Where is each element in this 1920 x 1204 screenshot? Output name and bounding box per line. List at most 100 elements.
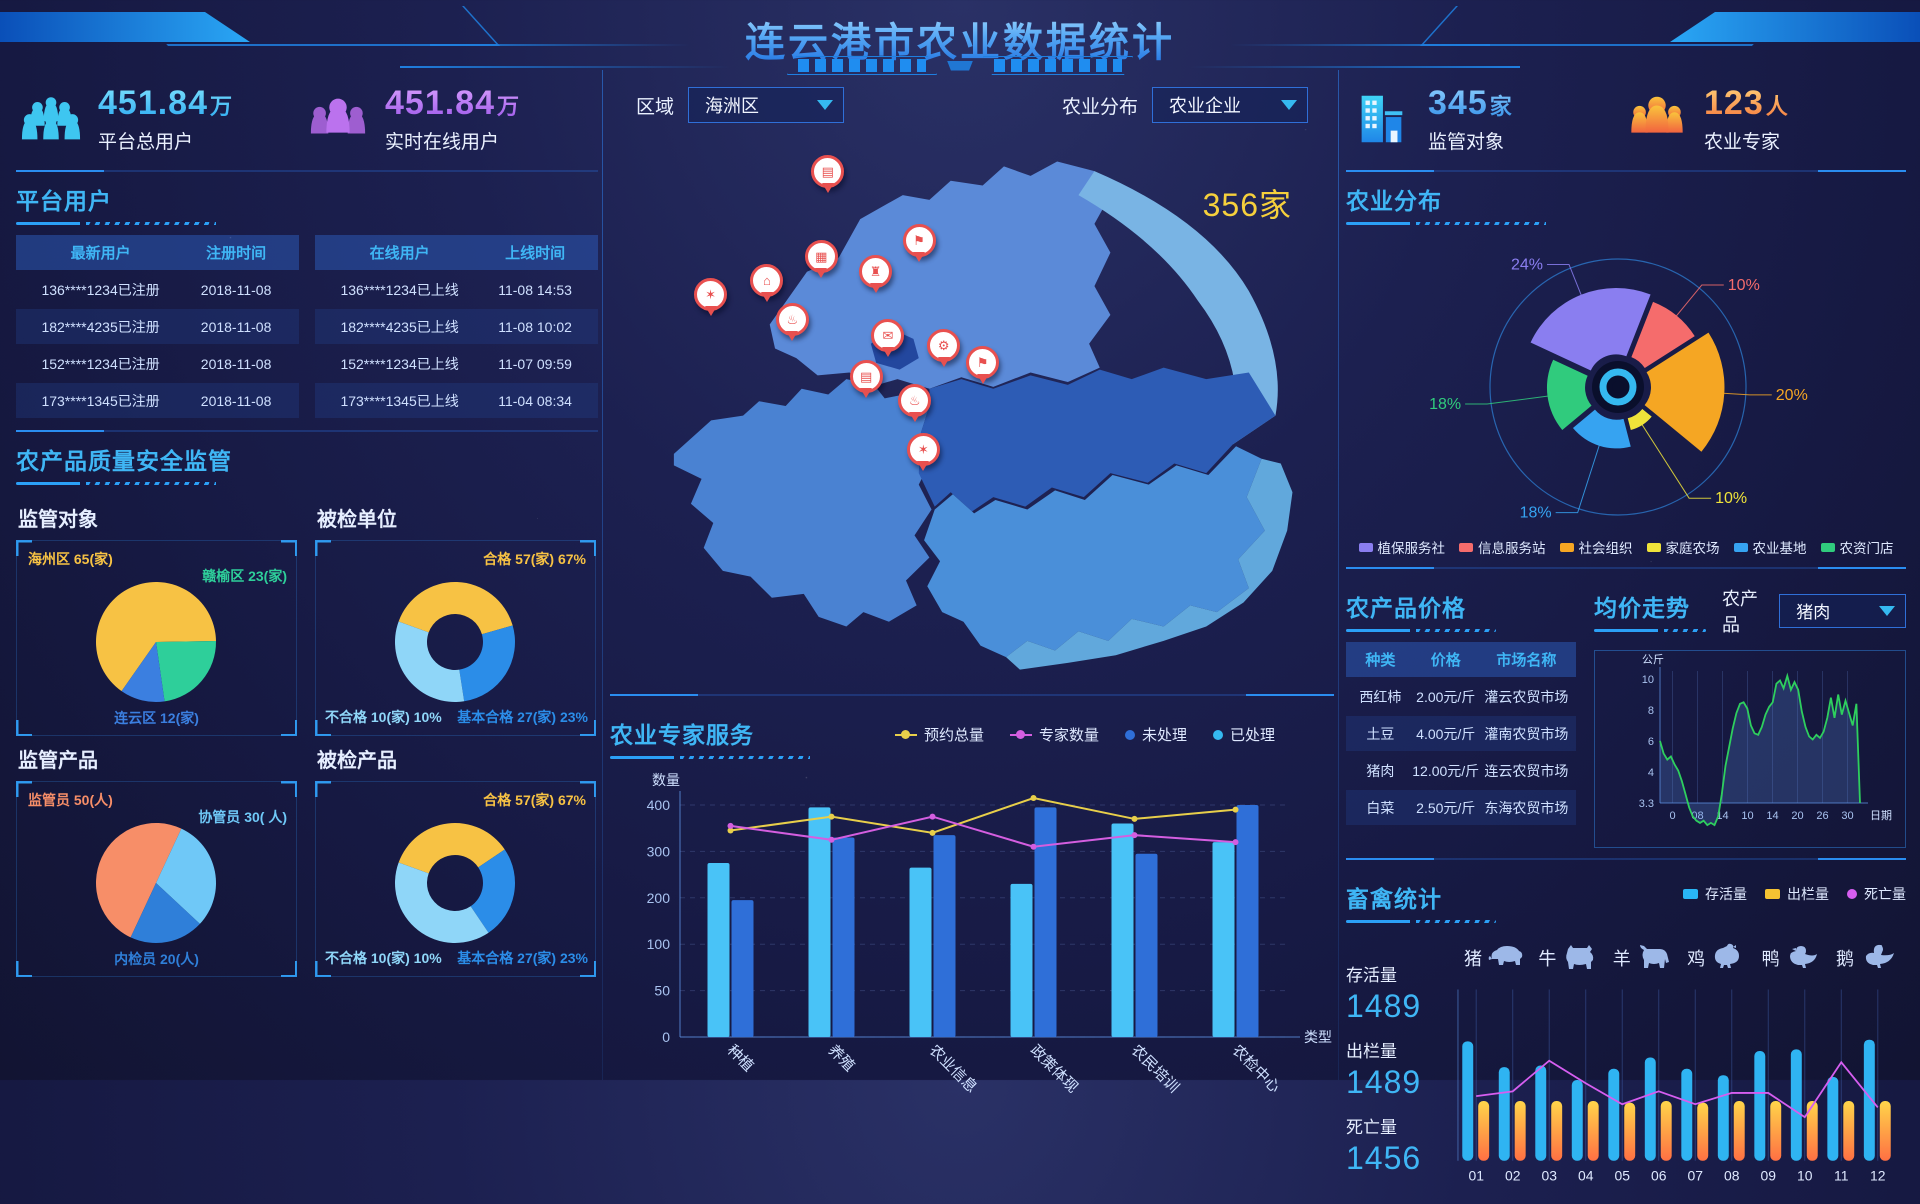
y-axis-title: 公斤 <box>1642 653 1664 666</box>
divider <box>1346 858 1906 860</box>
pie-slice-label: 合格 57(家) 67% <box>483 792 586 808</box>
trend-header: 均价走势 农产品 猪肉 <box>1594 579 1906 642</box>
expert-services-chart: 0 50 100 200 300 400 数量 类型 种植 养殖 农业信息 政策体现 农民培训 农检中心 <box>610 769 1334 1129</box>
legend-item[interactable]: 预约总量 <box>895 724 984 745</box>
animal-tab-cattle[interactable]: 牛 <box>1538 943 1598 974</box>
chart-inspected-products: 被检产品 合格 57(家) 67% 基本合格 27(家) 23% 不合格 10(家)… <box>315 736 596 977</box>
pin-glyph-icon: ⚙ <box>937 337 950 353</box>
legend-label: 专家数量 <box>1039 727 1100 744</box>
map-marker-pin[interactable]: ♨ <box>898 383 932 417</box>
y-tick-label: 8 <box>1648 705 1654 717</box>
legend-item[interactable]: 出栏量 <box>1765 884 1829 904</box>
map-marker-pin[interactable]: ✉ <box>871 319 905 353</box>
column-header: 价格 <box>1430 652 1461 669</box>
legend-item[interactable]: 社会组织 <box>1559 537 1633 557</box>
map-marker-pin[interactable]: ⚑ <box>902 223 936 257</box>
page-title: 连云港市农业数据统计 <box>745 10 1175 68</box>
table-cell: 连云农贸市场 <box>1484 762 1569 779</box>
legend-item[interactable]: 植保服务社 <box>1358 537 1445 557</box>
stat-total-users: 451.84万 平台总用户 <box>20 84 307 154</box>
legend-label: 家庭农场 <box>1665 541 1720 556</box>
animal-tab-duck[interactable]: 鸭 <box>1762 943 1822 974</box>
header-line-left <box>400 66 730 68</box>
distribution-value: 农业企业 <box>1169 96 1241 116</box>
map-marker-pin[interactable]: ▤ <box>849 359 883 393</box>
goose-icon <box>1860 943 1896 974</box>
supervised-products-pie: 监管员 50(人) 协管员 30( 人) 内检员 20(人) <box>16 781 297 977</box>
map-marker-pin[interactable]: ✶ <box>906 432 940 466</box>
legend-item[interactable]: 农资门店 <box>1820 537 1894 557</box>
user-tables: 最新用户 注册时间 136****1234已注册 2018-11-08 182****4… <box>16 235 598 420</box>
animal-tab-goose[interactable]: 鹅 <box>1836 943 1896 974</box>
table-cell: 2018-11-08 <box>200 355 272 372</box>
map-marker-pin[interactable]: ▤ <box>811 154 845 188</box>
section-title-livestock: 畜禽统计 <box>1346 886 1442 912</box>
map-marker-pin[interactable]: ♜ <box>859 255 893 289</box>
divider <box>610 694 1334 696</box>
legend-item[interactable]: 死亡量 <box>1847 884 1906 904</box>
animal-label: 牛 <box>1538 949 1557 969</box>
inspected-products-donut: 合格 57(家) 67% 基本合格 27(家) 23% 不合格 10(家) 10% <box>315 781 596 977</box>
distribution-select[interactable]: 农业企业 <box>1152 87 1308 123</box>
header-bottom-decor <box>787 56 1133 75</box>
legend-item[interactable]: 未处理 <box>1125 724 1187 745</box>
title-underline <box>610 756 825 759</box>
map-marker-pin[interactable]: ⌂ <box>750 263 784 297</box>
chevron-down-icon <box>1879 605 1895 616</box>
table-row: 182****4235已注册 2018-11-08 <box>16 309 299 344</box>
month-label: 01 <box>1468 1168 1484 1184</box>
map-region-south <box>924 446 1265 658</box>
x-tick-label: 30 <box>1841 810 1853 822</box>
y-tick-label: 10 <box>1642 674 1654 686</box>
divider <box>16 170 598 172</box>
pie-slice-label: 基本合格 27(家) 23% <box>457 709 588 725</box>
map-marker-pin[interactable]: ▦ <box>804 239 838 273</box>
online-table: 在线用户 上线时间 136****1234已上线 11-08 14:53 182****… <box>315 235 598 420</box>
pin-glyph-icon: ✉ <box>882 328 894 344</box>
chart-subtitle: 监管对象 <box>18 509 98 531</box>
legend-item[interactable]: 存活量 <box>1683 884 1747 904</box>
map-marker-pin[interactable]: ✶ <box>694 278 728 312</box>
pin-glyph-icon: ♨ <box>786 312 799 328</box>
category-label: 养殖 <box>825 1042 858 1075</box>
y-axis-title: 数量 <box>652 772 680 788</box>
animal-tab-chicken[interactable]: 鸡 <box>1687 943 1747 974</box>
divider <box>16 430 598 432</box>
map-marker-pin[interactable]: ♨ <box>775 303 809 337</box>
animal-tab-sheep[interactable]: 羊 <box>1613 943 1673 974</box>
table-row: 173****1345已上线 11-04 08:34 <box>315 383 598 418</box>
column-header: 种类 <box>1365 652 1396 669</box>
map-marker-pin[interactable]: ⚑ <box>966 345 1000 379</box>
left-panel: 451.84万 平台总用户 451.84万 实时在线用户 平台用户 最新用户 注册… <box>16 70 598 1080</box>
map-marker-pin[interactable]: ⚙ <box>927 328 961 362</box>
pin-glyph-icon: ✶ <box>917 441 929 457</box>
region-value: 海洲区 <box>705 96 760 116</box>
title-underline <box>1346 222 1561 225</box>
table-row: 182****4235已上线 11-08 10:02 <box>315 309 598 344</box>
category-label: 种植 <box>724 1042 757 1075</box>
legend-label: 社会组织 <box>1578 541 1633 556</box>
table-cell: 西红柿 <box>1359 688 1402 705</box>
livestock-chart: 01 02 03 04 05 06 07 08 09 10 11 12 <box>1448 981 1906 1199</box>
month-label: 12 <box>1870 1168 1886 1184</box>
column-header: 最新用户 <box>70 245 131 262</box>
table-row: 136****1234已上线 11-08 14:53 <box>315 272 598 307</box>
animal-tab-pig[interactable]: 猪 <box>1464 943 1524 974</box>
legend-item[interactable]: 家庭农场 <box>1646 537 1720 557</box>
legend-item[interactable]: 信息服务站 <box>1459 537 1546 557</box>
legend-label: 农资门店 <box>1839 541 1894 556</box>
stat-unit: 万 <box>210 94 234 119</box>
pie-slice-label: 赣榆区 23(家) <box>202 568 287 584</box>
x-axis-title: 日期 <box>1870 809 1892 822</box>
legend-item[interactable]: 专家数量 <box>1010 724 1099 745</box>
product-select[interactable]: 猪肉 <box>1779 593 1906 628</box>
legend-label: 信息服务站 <box>1478 541 1546 556</box>
header-left-decor <box>0 6 690 52</box>
map-regions <box>673 161 1293 670</box>
stat-unit: 万 <box>497 94 521 119</box>
legend-item[interactable]: 农业基地 <box>1733 537 1807 557</box>
legend-item[interactable]: 已处理 <box>1213 724 1275 745</box>
table-cell: 2018-11-08 <box>200 281 272 298</box>
price-trend-row: 农产品价格 种类 价格 市场名称 西红柿 2.00元/斤 灌云农贸市场 土豆 4.00元/斤灌… <box>1346 579 1906 848</box>
region-select[interactable]: 海洲区 <box>688 87 845 123</box>
